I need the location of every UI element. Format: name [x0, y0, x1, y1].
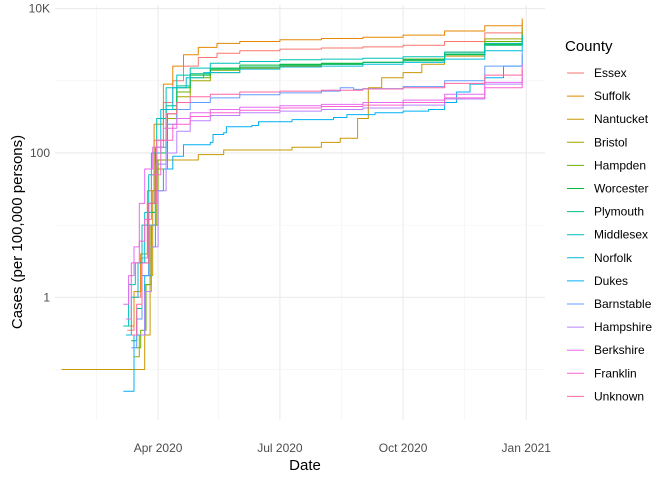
legend-label-barnstable: Barnstable — [594, 297, 652, 311]
y-tick-label: 1 — [43, 290, 50, 304]
y-axis-title: Cases (per 100,000 persons) — [9, 135, 26, 329]
y-tick-label: 100 — [30, 146, 50, 160]
legend-label-dukes: Dukes — [594, 274, 628, 288]
series-line-nantucket — [61, 27, 523, 370]
series-line-middlesex — [123, 35, 523, 327]
legend: County Essex Suffolk Nantucket Bristol Hampd… — [565, 38, 652, 403]
legend-label-hampden: Hampden — [594, 158, 646, 172]
legend-label-nantucket: Nantucket — [594, 112, 649, 126]
y-axis-ticks: 1 100 10K — [29, 2, 51, 305]
legend-label-worcester: Worcester — [594, 182, 648, 196]
series-line-dukes — [123, 54, 523, 392]
series-line-suffolk — [127, 18, 523, 327]
series-line-franklin — [126, 77, 523, 320]
series-line-plymouth — [131, 37, 523, 336]
x-tick-label: Apr 2020 — [134, 441, 183, 455]
legend-label-suffolk: Suffolk — [594, 89, 631, 103]
legend-title: County — [565, 38, 613, 55]
legend-label-berkshire: Berkshire — [594, 343, 645, 357]
legend-label-hampshire: Hampshire — [594, 320, 652, 334]
y-tick-label: 10K — [29, 2, 50, 16]
legend-label-essex: Essex — [594, 66, 627, 80]
series-line-berkshire — [123, 64, 523, 305]
legend-label-unknown: Unknown — [594, 389, 644, 403]
x-axis-title: Date — [289, 457, 321, 474]
legend-label-middlesex: Middlesex — [594, 228, 648, 242]
x-tick-label: Jul 2020 — [257, 441, 303, 455]
x-tick-label: Oct 2020 — [379, 441, 428, 455]
series-line-unknown — [131, 68, 523, 336]
x-axis-ticks: Apr 2020 Jul 2020 Oct 2020 Jan 2021 — [134, 441, 552, 455]
series-line-norfolk — [126, 41, 523, 336]
series-line-hampshire — [139, 70, 523, 336]
legend-items: Essex Suffolk Nantucket Bristol Hampden Worce… — [567, 66, 652, 403]
legend-label-norfolk: Norfolk — [594, 251, 633, 265]
x-tick-label: Jan 2021 — [502, 441, 552, 455]
series-line-hampden — [135, 32, 523, 349]
series-line-essex — [127, 22, 523, 331]
legend-label-plymouth: Plymouth — [594, 205, 644, 219]
series-lines — [61, 18, 523, 392]
legend-label-bristol: Bristol — [594, 135, 627, 149]
series-line-bristol — [134, 26, 523, 358]
legend-label-franklin: Franklin — [594, 366, 637, 380]
